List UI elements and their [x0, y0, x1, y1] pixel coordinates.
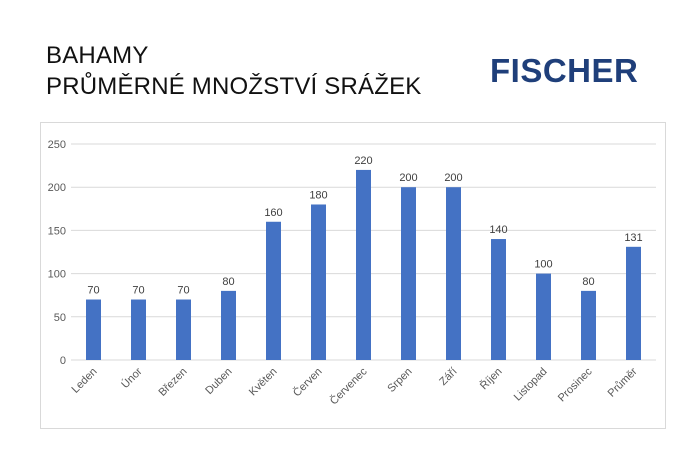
- x-tick-label: Květen: [247, 366, 280, 399]
- data-label: 160: [264, 207, 282, 219]
- data-label: 131: [624, 232, 642, 244]
- x-tick-label: Září: [437, 366, 459, 388]
- bar: [221, 290, 236, 360]
- data-label: 180: [309, 189, 327, 201]
- y-tick-label: 50: [54, 312, 66, 324]
- data-label: 100: [534, 259, 552, 271]
- data-label: 140: [489, 224, 507, 236]
- bar: [536, 273, 551, 360]
- x-tick-label: Leden: [70, 366, 100, 396]
- bar: [176, 299, 191, 360]
- y-tick-label: 100: [48, 269, 66, 281]
- x-tick-label: Únor: [119, 365, 145, 391]
- title-block: BAHAMY PRŮMĚRNÉ MNOŽSTVÍ SRÁŽEK: [46, 40, 422, 102]
- x-tick-label: Listopad: [512, 366, 550, 404]
- y-tick-label: 150: [48, 225, 66, 237]
- x-tick-label: Průměr: [606, 365, 640, 399]
- data-label: 80: [582, 276, 594, 288]
- data-label: 70: [177, 285, 189, 297]
- x-tick-label: Prosinec: [556, 365, 595, 404]
- fischer-logo: FISCHER: [490, 52, 639, 89]
- bar: [401, 187, 416, 360]
- x-tick-label: Červen: [290, 365, 324, 399]
- x-tick-label: Červenec: [327, 365, 370, 408]
- x-tick-label: Srpen: [385, 366, 414, 395]
- bar: [581, 290, 596, 360]
- data-label: 200: [444, 172, 462, 184]
- data-label: 70: [132, 285, 144, 297]
- bar: [131, 299, 146, 360]
- bar: [446, 187, 461, 360]
- bar: [266, 221, 281, 360]
- bar: [311, 204, 326, 360]
- bar: [356, 169, 371, 360]
- y-tick-label: 250: [48, 139, 66, 151]
- bar-chart: 0 50 100 150 200 250 70 Leden 70 Únor 70 Březen 80 Du…: [48, 139, 656, 408]
- page-subtitle: PRŮMĚRNÉ MNOŽSTVÍ SRÁŽEK: [46, 73, 422, 100]
- x-tick-label: Březen: [156, 366, 189, 399]
- bar: [86, 299, 101, 360]
- chart-container: 0 50 100 150 200 250 70 Leden 70 Únor 70 Březen 80 Du…: [40, 122, 666, 429]
- data-label: 200: [399, 172, 417, 184]
- y-tick-label: 0: [60, 355, 66, 367]
- bar: [626, 246, 641, 360]
- data-label: 220: [354, 155, 372, 167]
- data-label: 80: [222, 276, 234, 288]
- x-tick-label: Říjen: [477, 365, 504, 392]
- y-tick-label: 200: [48, 182, 66, 194]
- page-title: BAHAMY: [46, 42, 149, 69]
- x-tick-label: Duben: [203, 366, 234, 397]
- bar: [491, 239, 506, 360]
- data-label: 70: [87, 285, 99, 297]
